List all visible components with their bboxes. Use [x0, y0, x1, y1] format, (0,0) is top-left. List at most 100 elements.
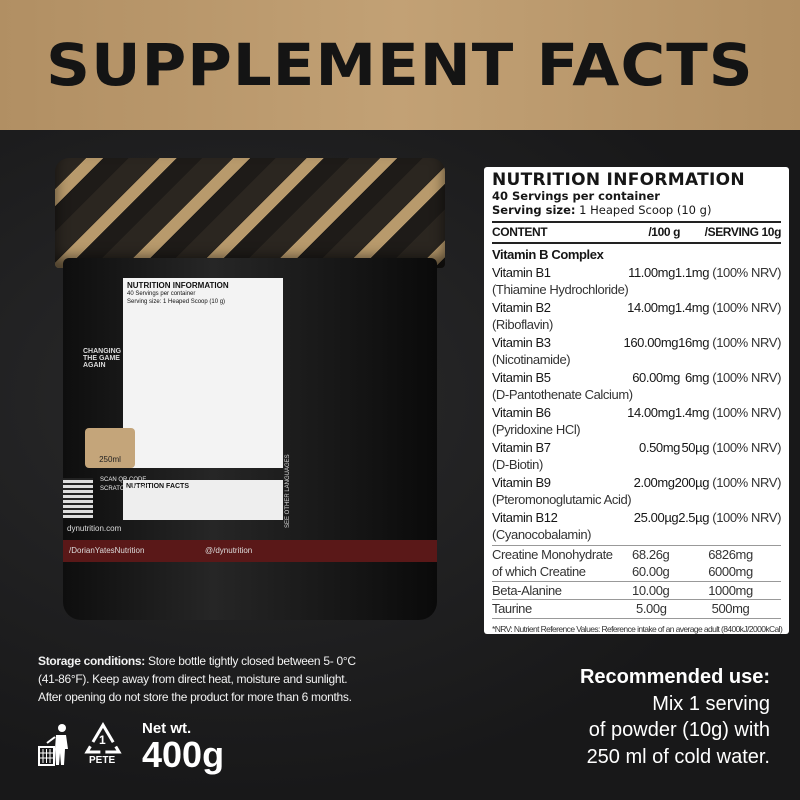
qr-code: [63, 478, 93, 518]
page-title: SUPPLEMENT FACTS: [46, 31, 754, 99]
row-name: Taurine: [492, 601, 532, 616]
vitamin-per100: 25.00µg: [633, 509, 679, 525]
tub-lid: [55, 158, 445, 268]
storage-text-2: After opening do not store the product f…: [38, 690, 352, 704]
vitamin-row: Vitamin B1 11.00mg 1.1mg (100% NRV): [492, 264, 781, 282]
tub-facts-label: NUTRITION FACTS: [123, 480, 283, 520]
vitamin-name: Vitamin B7: [492, 439, 551, 455]
vitamin-serving: 1.4mg: [674, 404, 710, 420]
row-per100: 68.26g: [632, 546, 670, 562]
vitamin-form: (Riboflavin): [492, 316, 781, 334]
row-per100: 10.00g: [632, 582, 670, 598]
table-row: Creatine Monohydrate 68.26g 6826mg: [492, 546, 781, 564]
nutrition-title: NUTRITION INFORMATION: [492, 170, 745, 190]
recommended-heading: Recommended use:: [579, 666, 770, 688]
vitamin-form-text: (Cyanocobalamin): [492, 527, 592, 542]
tub-nutrition-label: NUTRITION INFORMATION 40 Servings per co…: [123, 278, 283, 468]
row-name: Beta-Alanine: [492, 582, 562, 598]
tub-codes: SCAN QR CODE SCRATCH HERE: [100, 476, 147, 494]
vitamin-form-text: (D-Pantothenate Calcium): [492, 387, 633, 402]
table-header: CONTENT /100 g /SERVING 10g: [492, 223, 781, 242]
recommended-line: of powder (10g) with: [588, 719, 770, 741]
vitamin-form-text: (Pyridoxine HCl): [492, 422, 581, 437]
tub-facts-title: NUTRITION FACTS: [126, 483, 189, 490]
vitamin-serving: 200µg: [674, 474, 710, 490]
banner: SUPPLEMENT FACTS: [0, 0, 800, 130]
header-per100: /100 g: [648, 225, 680, 239]
group-label: Vitamin B Complex: [492, 247, 604, 262]
recommended-use: Recommended use: Mix 1 serving of powder…: [580, 664, 770, 770]
vitamin-form-text: (D-Biotin): [492, 457, 543, 472]
recommended-line: Mix 1 serving: [652, 692, 770, 715]
vitamin-nrv: (100% NRV): [712, 474, 781, 490]
vitamin-serving: 2.5µg: [678, 509, 710, 525]
vitamin-nrv: (100% NRV): [712, 439, 781, 455]
vitamin-form-text: (Pteromonoglutamic Acid): [492, 492, 632, 507]
serving-size-value: 1 Heaped Scoop (10 g): [579, 203, 712, 217]
scoop-icon: 250ml: [85, 428, 135, 468]
table-row: of which Creatine 60.00g 6000mg: [492, 563, 781, 581]
vitamin-name: Vitamin B9: [492, 474, 551, 490]
tub-other-languages: SEE OTHER LANGUAGES: [285, 454, 291, 528]
vitamin-serving: 16mg: [678, 334, 710, 350]
row-serving: 500mg: [711, 601, 750, 616]
group-heading: Vitamin B Complex: [492, 246, 781, 264]
vitamin-serving: 1.4mg: [674, 299, 710, 315]
tub-label-serving-size: Serving size: 1 Heaped Scoop (10 g): [127, 299, 226, 305]
header-content: CONTENT: [492, 225, 548, 239]
row-name: Creatine Monohydrate: [492, 546, 613, 562]
product-tub-image: NUTRITION INFORMATION 40 Servings per co…: [55, 158, 445, 620]
vitamin-nrv: (100% NRV): [712, 334, 781, 350]
vitamin-row: Vitamin B9 2.00mg 200µg (100% NRV): [492, 474, 781, 492]
vitamin-form: (D-Biotin): [492, 456, 781, 474]
vitamin-name: Vitamin B6: [492, 404, 551, 420]
tub-facebook: /DorianYatesNutrition: [69, 546, 145, 555]
tub-label-title: NUTRITION INFORMATION: [127, 281, 229, 290]
vitamin-name: Vitamin B5: [492, 369, 551, 385]
vitamin-per100: 0.50mg: [639, 439, 680, 455]
vitamin-form-text: (Riboflavin): [492, 317, 553, 332]
vitamin-form: (D-Pantothenate Calcium): [492, 386, 781, 404]
vitamin-row: Vitamin B2 14.00mg 1.4mg (100% NRV): [492, 299, 781, 317]
recycle-code: 1: [99, 733, 106, 747]
vitamin-form-text: (Nicotinamide): [492, 352, 571, 367]
vitamin-row: Vitamin B6 14.00mg 1.4mg (100% NRV): [492, 404, 781, 422]
vitamin-name: Vitamin B12: [492, 509, 558, 525]
vitamin-nrv: (100% NRV): [712, 299, 781, 315]
serving-size-label: Serving size:: [492, 203, 576, 217]
tub-instagram: @/dynutrition: [205, 546, 253, 555]
header-serving: /SERVING 10g: [704, 225, 782, 239]
row-per100: 5.00g: [636, 601, 667, 616]
vitamin-name: Vitamin B2: [492, 299, 551, 315]
scratch-text: SCRATCH HERE: [100, 486, 147, 492]
vitamin-row: Vitamin B5 60.00mg 6mg (100% NRV): [492, 369, 781, 387]
vitamin-nrv: (100% NRV): [712, 509, 781, 525]
vitamin-form: (Pyridoxine HCl): [492, 421, 781, 439]
tub-social-strip: [63, 540, 437, 562]
row-name: of which Creatine: [492, 564, 586, 579]
vitamin-form: (Thiamine Hydrochloride): [492, 281, 781, 299]
storage-conditions: Storage conditions: Store bottle tightly…: [38, 652, 378, 706]
storage-label: Storage conditions:: [38, 654, 145, 668]
vitamin-row: Vitamin B3 160.00mg 16mg (100% NRV): [492, 334, 781, 352]
nrv-footnote: *NRV: Nutrient Reference Values: Referen…: [492, 623, 783, 634]
row-serving: 6000mg: [708, 564, 753, 579]
recycle-material: PETE: [89, 755, 116, 766]
vitamin-per100: 11.00mg: [628, 264, 675, 280]
net-weight: Net wt. 400g: [142, 720, 224, 773]
disposal-icons: 1 PETE: [38, 722, 122, 768]
vitamin-serving: 1.1mg: [674, 264, 710, 280]
row-serving: 6826mg: [708, 546, 753, 562]
vitamin-form: (Cyanocobalamin): [492, 526, 781, 544]
recycle-pete-icon: 1 PETE: [84, 722, 122, 768]
row-per100: 60.00g: [632, 564, 670, 579]
tub-website: dynutrition.com: [67, 524, 122, 533]
row-serving: 1000mg: [708, 582, 753, 598]
vitamin-nrv: (100% NRV): [712, 404, 781, 420]
vitamin-form-text: (Thiamine Hydrochloride): [492, 282, 629, 297]
vitamin-per100: 14.00mg: [627, 404, 675, 420]
vitamin-per100: 160.00mg: [623, 334, 679, 350]
storage-text: Store bottle tightly closed between 5- 0…: [38, 654, 356, 686]
vitamin-row: Vitamin B7 0.50mg 50µg (100% NRV): [492, 439, 781, 457]
vitamin-name: Vitamin B1: [492, 264, 551, 280]
